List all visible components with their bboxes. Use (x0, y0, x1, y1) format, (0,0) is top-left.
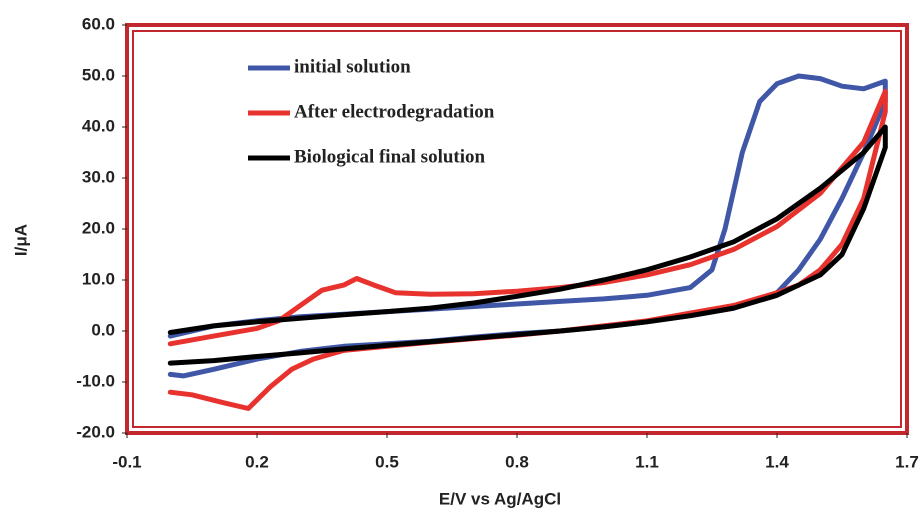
y-tick-label: 60.0 (82, 14, 115, 33)
legend-label: Biological final solution (294, 146, 486, 167)
x-tick-label: 0.5 (375, 452, 399, 471)
y-tick-label: 30.0 (82, 167, 115, 186)
x-tick-label: 0.2 (245, 452, 269, 471)
y-tick-label: 0.0 (91, 320, 115, 339)
x-axis-label: E/V vs Ag/AgCl (439, 489, 561, 508)
y-tick-label: 20.0 (82, 218, 115, 237)
y-tick-label: 50.0 (82, 65, 115, 84)
series-line (167, 124, 888, 366)
legend-label: initial solution (294, 56, 411, 77)
y-tick-label: 10.0 (82, 269, 115, 288)
x-tick-label: -0.1 (112, 452, 141, 471)
x-tick-label: 0.8 (505, 452, 529, 471)
legend-label: After electrodegradation (294, 101, 495, 122)
plot-frame-inner (132, 30, 902, 428)
y-axis-label: I/μA (11, 224, 30, 256)
x-tick-label: 1.1 (635, 452, 659, 471)
x-tick-label: 1.7 (895, 452, 919, 471)
y-tick-label: -20.0 (76, 422, 115, 441)
series-line (167, 88, 888, 411)
plot-frame (125, 23, 909, 435)
x-tick-label: 1.4 (765, 452, 789, 471)
y-tick-label: -10.0 (76, 371, 115, 390)
y-tick-label: 40.0 (82, 116, 115, 135)
